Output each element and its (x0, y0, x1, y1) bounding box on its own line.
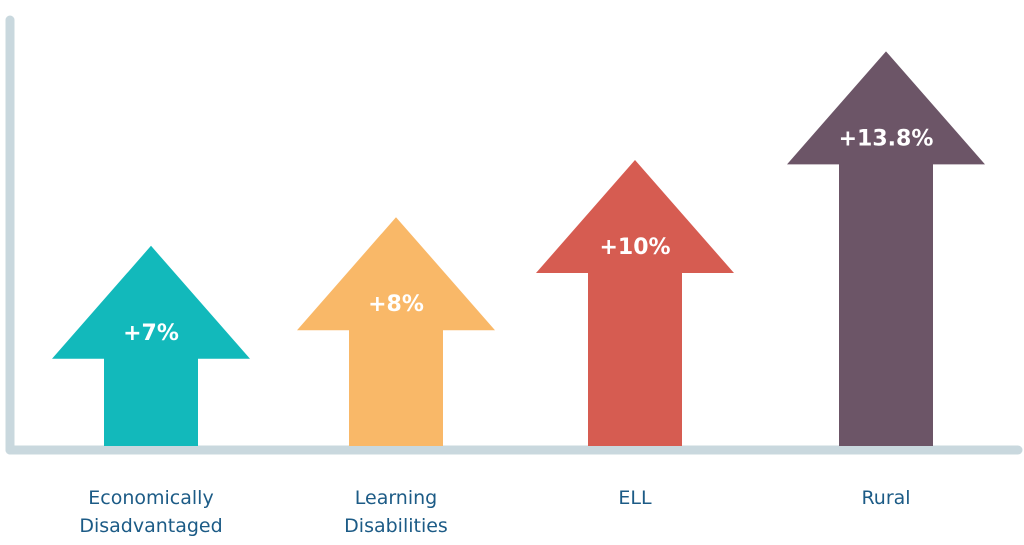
value-label: +7% (123, 321, 179, 346)
category-label: Learning Disabilities (344, 487, 448, 537)
arrow (297, 217, 495, 446)
arrow (787, 51, 985, 446)
category-label: ELL (618, 487, 652, 509)
category-label: Rural (861, 487, 911, 509)
category-label: Economically Disadvantaged (79, 487, 223, 537)
value-label: +13.8% (839, 126, 934, 151)
arrow (536, 160, 734, 446)
value-label: +10% (599, 235, 670, 260)
value-label: +8% (368, 292, 424, 317)
arrow (52, 245, 250, 446)
